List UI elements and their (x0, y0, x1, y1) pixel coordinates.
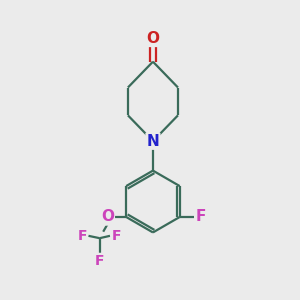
Text: F: F (196, 209, 206, 224)
Text: N: N (147, 134, 159, 149)
Text: F: F (77, 229, 87, 243)
Text: F: F (112, 229, 121, 243)
Text: F: F (95, 254, 104, 268)
Text: O: O (146, 31, 159, 46)
Text: O: O (101, 209, 114, 224)
